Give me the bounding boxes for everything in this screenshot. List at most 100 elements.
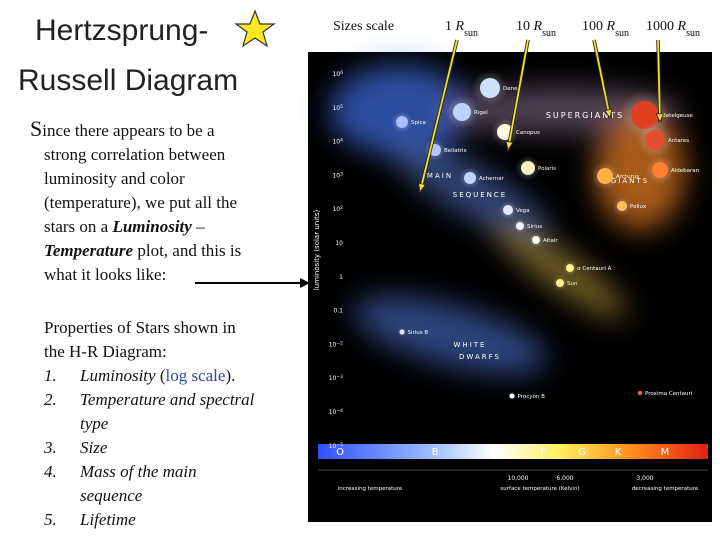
size-sub: sun xyxy=(615,28,629,39)
tick-base: 1 xyxy=(339,274,343,281)
tick-base: 10 xyxy=(332,206,340,213)
y-tick-label: 0.1 xyxy=(333,308,343,315)
text-run: type xyxy=(80,414,109,433)
text-run: Luminosity xyxy=(111,217,192,236)
text-run: log scale xyxy=(165,366,225,385)
tick-exp: −5 xyxy=(336,441,343,447)
spectral-class: K xyxy=(615,447,622,458)
tick-base: 10 xyxy=(332,71,340,78)
text-run: strong correlation between xyxy=(44,145,226,164)
y-tick-label: 1 xyxy=(339,274,343,281)
arrows xyxy=(195,278,310,288)
tick-exp: 6 xyxy=(340,70,343,76)
tick-exp: 5 xyxy=(340,103,343,109)
star xyxy=(617,201,627,211)
text-run: ). xyxy=(225,366,235,385)
tick-base: 0.1 xyxy=(333,308,343,315)
sizes-label: Sizes scale xyxy=(333,19,394,34)
text-run: plot, and this is xyxy=(133,241,241,260)
text-line: type xyxy=(80,414,109,433)
title-line: Hertzsprung- xyxy=(35,14,208,47)
spectral-class: G xyxy=(578,447,586,458)
star xyxy=(597,168,613,184)
title-line: Russell Diagram xyxy=(18,64,238,97)
tick-exp: 4 xyxy=(340,137,343,143)
text-run: Temperature xyxy=(44,241,134,260)
text-line: Temperature plot, and this is xyxy=(44,241,241,260)
star xyxy=(566,264,574,272)
text-line: Temperature and spectral xyxy=(80,390,255,409)
star xyxy=(532,236,540,244)
text-run: Luminosity xyxy=(79,366,156,385)
y-tick-label: 106 xyxy=(332,70,343,79)
star-label: Altair xyxy=(543,238,558,244)
star xyxy=(638,391,642,395)
x-axis-label: increasing temperature xyxy=(338,486,403,492)
text-line: what it looks like: xyxy=(44,265,166,284)
star-label: Sun xyxy=(567,281,578,287)
credit: © 2004 Pearson Education, Inc., publishi… xyxy=(308,527,465,534)
size-value: 10 xyxy=(516,19,530,34)
star xyxy=(645,130,665,150)
region-label: SUPERGIANTS xyxy=(546,111,624,120)
list-number: 5. xyxy=(44,510,57,529)
text-run: luminosity and color xyxy=(44,169,185,188)
size-arrow xyxy=(419,39,458,193)
heading-line: the H-R Diagram: xyxy=(44,342,167,361)
x-axis-label: surface temperature (Kelvin) xyxy=(500,486,579,492)
tick-base: 10 xyxy=(332,139,340,146)
text-run: (temperature), we put all the xyxy=(44,193,237,212)
size-value: 100 xyxy=(582,19,603,34)
star xyxy=(556,279,564,287)
text-line: Mass of the main xyxy=(79,462,197,481)
star-label: Arcturus xyxy=(616,174,639,180)
hr-diagram: luminosity (solar units)1061051041031021… xyxy=(308,52,712,522)
spectral-band xyxy=(318,444,708,459)
size-arrow xyxy=(593,39,611,119)
text-run: ( xyxy=(156,366,166,385)
size-label: 10 Rsun xyxy=(516,19,556,39)
tick-exp: −4 xyxy=(336,408,343,414)
star-label: Spica xyxy=(411,120,426,126)
spectral-class: B xyxy=(432,447,439,458)
x-tick-label: 6,000 xyxy=(556,475,573,482)
tick-exp: −2 xyxy=(336,340,343,346)
text-run: Lifetime xyxy=(79,510,136,529)
size-arrow-head xyxy=(505,140,514,152)
text-run: stars on a xyxy=(44,217,112,236)
star-label: Aldebaran xyxy=(671,168,700,174)
text-line: sequence xyxy=(80,486,143,505)
star-label: Bellatrix xyxy=(444,148,468,154)
text-line: luminosity and color xyxy=(44,169,185,188)
star-label: Deneb xyxy=(503,86,521,92)
text-run: Mass of the main xyxy=(79,462,197,481)
text-line: (temperature), we put all the xyxy=(44,193,237,212)
star xyxy=(516,222,524,230)
text-line: Lifetime xyxy=(79,510,136,529)
text-run: sequence xyxy=(80,486,143,505)
tick-exp: 2 xyxy=(340,205,343,211)
size-arrow-head xyxy=(418,182,427,193)
size-unit: R xyxy=(455,19,465,34)
star xyxy=(631,101,659,129)
y-axis-label: luminosity (solar units) xyxy=(313,209,321,290)
text-line: Luminosity (log scale). xyxy=(79,366,235,385)
star xyxy=(652,162,668,178)
y-tick-label: 10 xyxy=(335,240,343,247)
tick-base: 10 xyxy=(329,443,337,450)
text-run: Size xyxy=(80,438,108,457)
region-label: SEQUENCE xyxy=(453,191,507,199)
y-tick-label: 103 xyxy=(332,171,343,180)
star xyxy=(453,103,471,121)
size-unit: R xyxy=(606,19,616,34)
text-run: Temperature and spectral xyxy=(80,390,255,409)
x-axis-label: decreasing temperature xyxy=(632,486,699,492)
text-run: S xyxy=(30,116,42,141)
size-sub: sun xyxy=(686,28,700,39)
size-arrow xyxy=(507,39,529,151)
star-label: Sirius B xyxy=(408,330,429,336)
star-label: Sirius xyxy=(527,224,542,230)
star-label: Canopus xyxy=(516,130,540,136)
star-label: Vega xyxy=(516,208,530,214)
